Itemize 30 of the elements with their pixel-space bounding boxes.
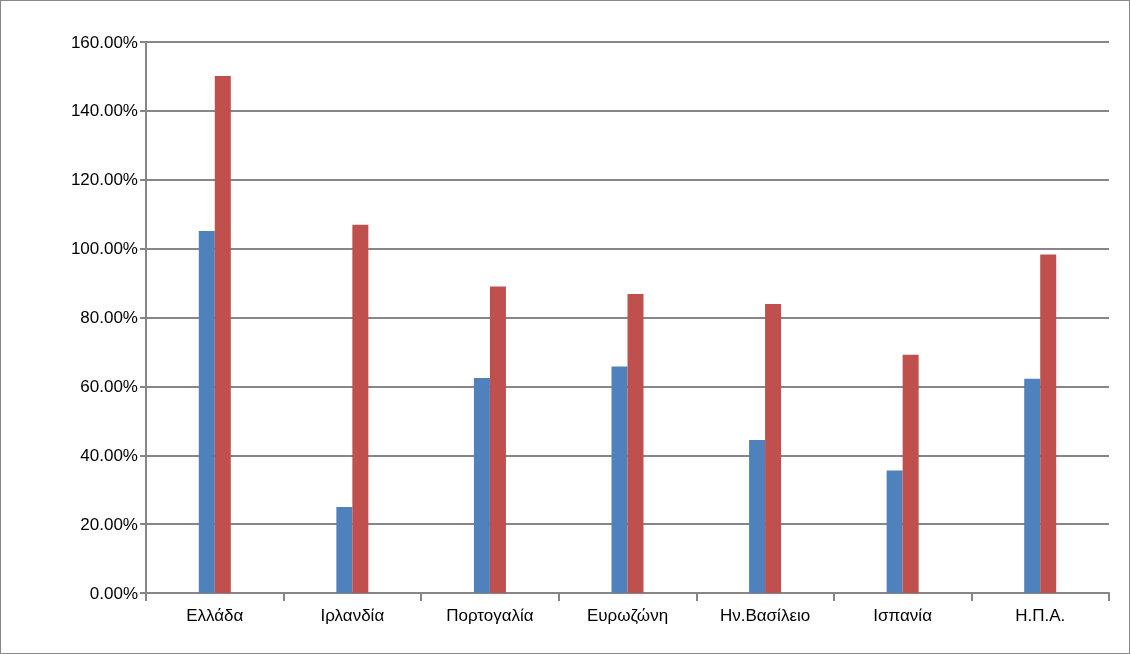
bar [489, 286, 506, 593]
y-tick-label: 40.00% [80, 445, 138, 465]
y-tick-label: 80.00% [80, 308, 138, 327]
x-tick-label: Ισπανία [873, 606, 933, 625]
x-tick-label: Η.Π.Α. [1015, 606, 1066, 625]
bar [749, 440, 766, 593]
y-tick-label: 160.00% [70, 32, 138, 52]
bar [886, 470, 903, 593]
y-tick-label: 0.00% [89, 583, 138, 603]
bar [473, 378, 490, 593]
bar [214, 76, 231, 593]
bar [1024, 378, 1041, 593]
y-tick-label: 120.00% [70, 170, 138, 190]
y-tick-label: 60.00% [80, 376, 138, 396]
bar [352, 224, 369, 593]
bar [902, 354, 919, 593]
bar [765, 304, 782, 593]
bar [611, 366, 628, 593]
bar [1040, 254, 1057, 593]
bar [627, 294, 644, 593]
bar [198, 231, 215, 593]
x-tick-label: Πορτογαλία [446, 606, 534, 625]
x-tick-label: Ιρλανδία [320, 606, 385, 625]
x-tick-label: Ελλάδα [186, 606, 244, 625]
y-tick-label: 100.00% [70, 239, 138, 259]
y-tick-label: 20.00% [80, 514, 138, 534]
x-tick-label: Ευρωζώνη [586, 606, 669, 625]
y-tick-label: 140.00% [70, 101, 138, 121]
bar [336, 506, 353, 593]
x-tick-label: Ην.Βασίλειο [719, 606, 811, 625]
